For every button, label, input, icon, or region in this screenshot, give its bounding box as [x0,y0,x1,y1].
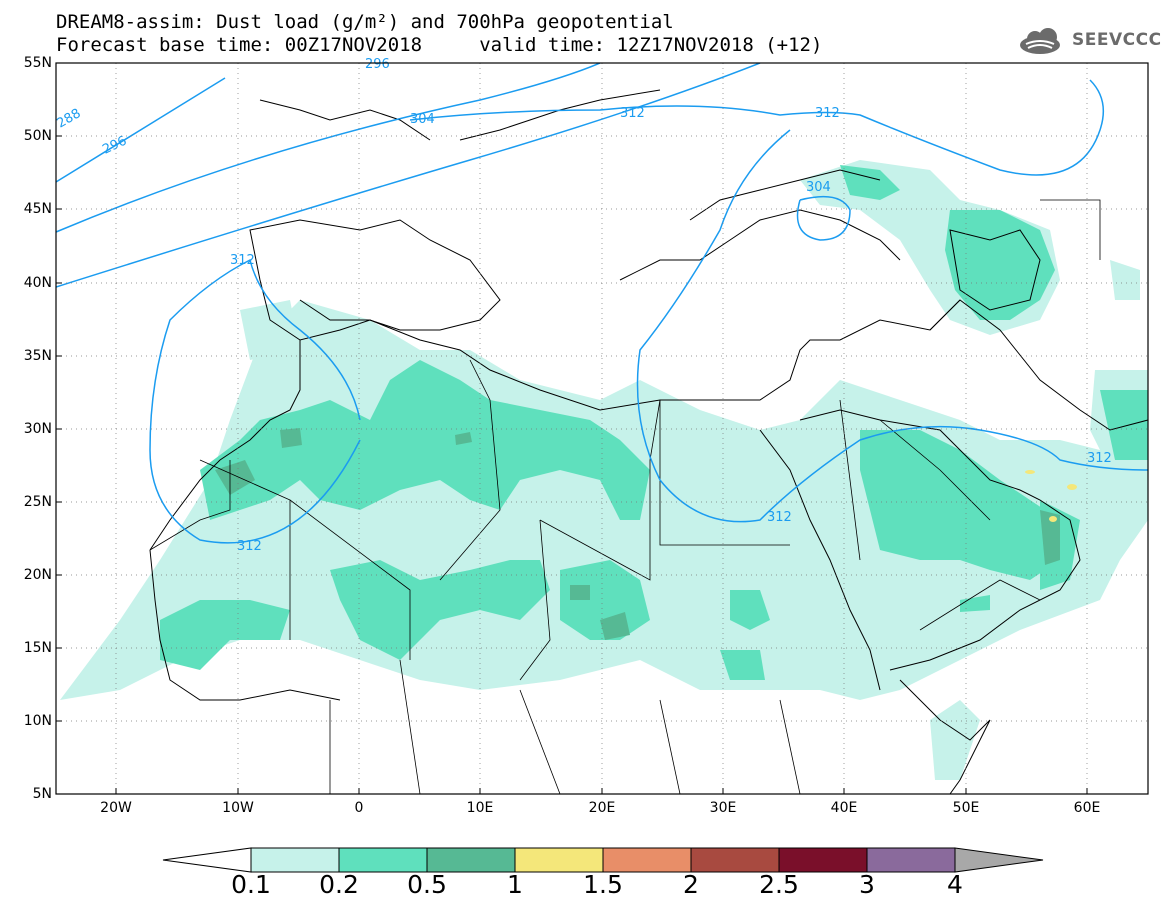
colorbar-label: 1.5 [583,870,623,899]
colorbar-label: 0.2 [319,870,359,899]
lat-label: 55N [23,55,52,71]
contour-label: 304 [806,180,831,195]
lat-label: 30N [23,421,52,437]
lon-label: 0 [354,800,364,816]
lon-label: 20E [588,800,616,816]
lon-label: 30E [709,800,737,816]
lon-label: 20W [100,800,132,816]
lon-label: 60E [1073,800,1101,816]
contour-label: 304 [410,112,435,127]
colorbar-lower-arrow [162,847,252,873]
axis-ticks [56,62,1088,794]
coastlines [149,89,1148,794]
colorbar-swatch [690,847,780,873]
contour-label: 312 [1087,451,1112,466]
colorbar-label: 1 [507,870,523,899]
contour-label: 312 [237,539,262,554]
colorbar-label: 0.1 [231,870,271,899]
lat-label: 10N [23,713,52,729]
lon-label: 40E [830,800,858,816]
colorbar-upper-arrow [954,847,1044,873]
colorbar-swatch [250,847,340,873]
contour-label: 296 [365,57,390,72]
lat-label: 35N [23,348,52,364]
chart-title-line-1: DREAM8-assim: Dust load (g/m²) and 700hP… [56,11,674,33]
lat-label: 15N [23,640,52,656]
colorbar-swatch [602,847,692,873]
colorbar-label: 3 [859,870,875,899]
chart-title-line-2: Forecast base time: 00Z17NOV2018 valid t… [56,34,823,56]
contour-label: 312 [815,106,840,121]
lon-label: 10E [466,800,494,816]
colorbar-label: 0.5 [407,870,447,899]
colorbar-swatch [514,847,604,873]
lat-label: 40N [23,275,52,291]
lat-label: 45N [23,201,52,217]
logo-text: SEEVCCC [1072,30,1162,50]
colorbar-swatch [778,847,868,873]
contour-label: 312 [620,106,645,121]
lon-label: 50E [952,800,980,816]
colorbar-swatch [338,847,428,873]
contour-label: 312 [230,253,255,268]
lat-label: 25N [23,494,52,510]
lat-label: 5N [32,786,52,802]
geopotential-contours [56,63,1148,544]
graticule [56,63,1148,794]
colorbar-label: 2.5 [759,870,799,899]
colorbar [162,847,1044,873]
dust-level-0-5 [215,428,1060,640]
colorbar-label: 4 [947,870,963,899]
dust-level-1 [1025,470,1077,522]
colorbar-swatch [866,847,956,873]
contour-label-group: 288 296 296 304 312 312 312 312 312 312 … [55,57,1112,554]
lat-label: 50N [23,128,52,144]
lon-label: 10W [222,800,254,816]
colorbar-label: 2 [683,870,699,899]
country-borders [149,199,1101,794]
colorbar-swatch [426,847,516,873]
lat-label: 20N [23,567,52,583]
contour-label: 312 [767,510,792,525]
cloud-logo-icon [1020,28,1060,54]
